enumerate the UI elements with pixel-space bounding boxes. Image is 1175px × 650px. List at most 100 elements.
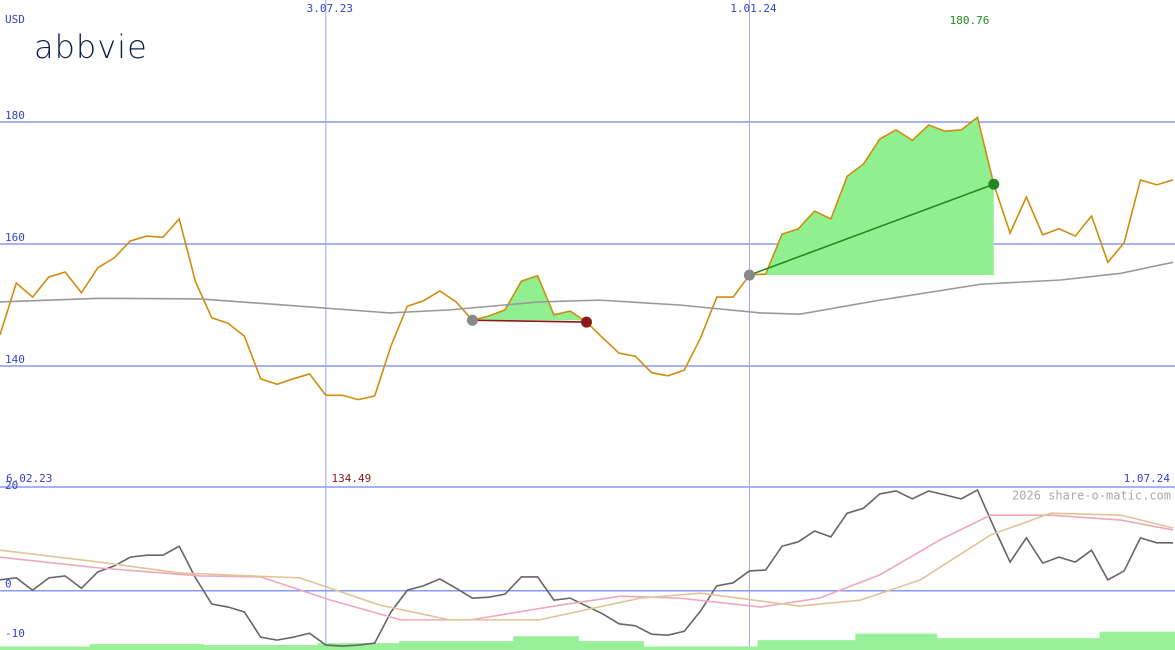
volume-bar	[399, 641, 416, 650]
volume-bar	[822, 640, 840, 650]
volume-bar	[317, 643, 335, 650]
y-tick-label: -10	[5, 627, 25, 640]
volume-bar	[839, 640, 856, 650]
volume-bar	[0, 646, 9, 650]
y-tick-label: 140	[5, 353, 25, 366]
exit-dot	[988, 178, 1000, 190]
volume-bar	[187, 644, 205, 650]
volume-bar	[529, 636, 547, 650]
x-tick-label: 3.07.23	[307, 2, 353, 15]
volume-bar	[138, 644, 156, 650]
volume-bar	[1018, 638, 1036, 650]
volume-bar	[57, 646, 74, 650]
volume-bar	[1132, 631, 1150, 650]
volume-bar	[790, 640, 807, 650]
volume-bar	[904, 633, 921, 650]
volume-bar	[627, 641, 645, 650]
volume-bar	[676, 646, 693, 650]
volume-bar	[171, 644, 188, 650]
gain-area	[472, 275, 587, 321]
volume-bar	[936, 638, 954, 650]
y-tick-label: 0	[5, 578, 12, 591]
volume-bar	[301, 645, 319, 650]
volume-bar	[464, 641, 482, 650]
volume-bar	[610, 641, 628, 650]
volume-bar	[887, 633, 905, 650]
trade-line	[472, 319, 587, 323]
volume-bar	[431, 641, 449, 650]
volume-bar	[1034, 638, 1052, 650]
volume-bar	[73, 646, 91, 650]
volume-bar	[219, 645, 237, 650]
volume-bar	[741, 646, 759, 650]
volume-bar	[692, 646, 710, 650]
x-tick-label: 1.01.24	[730, 2, 777, 15]
volume-bar	[1050, 638, 1068, 650]
volume-bar	[415, 641, 433, 650]
volume-bar	[105, 644, 123, 650]
series-line	[0, 512, 1174, 621]
volume-bar	[724, 646, 742, 650]
volume-bar	[154, 644, 172, 650]
data-layer	[0, 115, 1175, 650]
volume-bar	[1099, 631, 1117, 650]
volume-bar	[659, 646, 677, 650]
min-label: 134.49	[332, 472, 372, 485]
watermark: 2026 share-o-matic.com	[1012, 489, 1171, 503]
volume-bar	[1067, 638, 1084, 650]
series-line	[0, 488, 1173, 647]
volume-bar	[969, 638, 987, 650]
volume-bar	[985, 638, 1003, 650]
volume-bar	[1115, 631, 1133, 650]
volume-bar	[953, 638, 970, 650]
volume-bar	[578, 641, 596, 650]
logo: abbvie	[34, 28, 148, 66]
volume-bar	[350, 643, 368, 650]
volume-bar	[24, 646, 42, 650]
series-line	[0, 261, 1174, 315]
volume-bar	[40, 646, 58, 650]
volume-bar	[8, 646, 25, 650]
y-unit: USD	[5, 13, 25, 26]
volume-bar	[757, 640, 775, 650]
volume-bar	[382, 643, 400, 650]
volume-bar	[1164, 631, 1175, 650]
volume-bar	[708, 646, 726, 650]
volume-bar	[252, 645, 270, 650]
label-layer: 180 160 140 6.02.23 3.07.23 1.01.24 1.07.24 USD…	[5, 2, 1170, 640]
volume-bar	[806, 640, 824, 650]
volume-bar	[496, 641, 514, 650]
gain-area	[749, 117, 994, 276]
volume-bar	[1083, 638, 1101, 650]
volume-bar	[545, 636, 563, 650]
y-tick-label: 20	[5, 479, 18, 492]
entry-dot	[743, 269, 755, 281]
x-tick-label: 1.07.24	[1124, 472, 1171, 485]
volume-bar	[480, 641, 498, 650]
volume-bar	[562, 636, 579, 650]
trade-line	[749, 183, 995, 276]
max-label: 180.76	[950, 14, 990, 27]
volume-bar	[122, 644, 139, 650]
entry-dot	[466, 314, 478, 326]
exit-dot	[581, 316, 592, 328]
volume-bar	[871, 633, 889, 650]
volume-bar	[89, 644, 107, 650]
volume-bar	[203, 645, 221, 650]
x-tick-label: 6.02.23	[6, 472, 52, 485]
volume-bar	[643, 646, 661, 650]
volume-bar	[1001, 638, 1019, 650]
y-tick-label: 160	[5, 231, 25, 244]
volume-bar	[268, 645, 286, 650]
volume-bar	[513, 636, 530, 650]
y-tick-label: 180	[5, 109, 25, 122]
volume-bar	[920, 633, 938, 650]
volume-bar	[448, 641, 465, 650]
volume-bar	[855, 633, 873, 650]
volume-bar	[236, 645, 254, 650]
volume-bar	[366, 643, 384, 650]
volume-bar	[1148, 631, 1166, 650]
volume-bar	[773, 640, 791, 650]
